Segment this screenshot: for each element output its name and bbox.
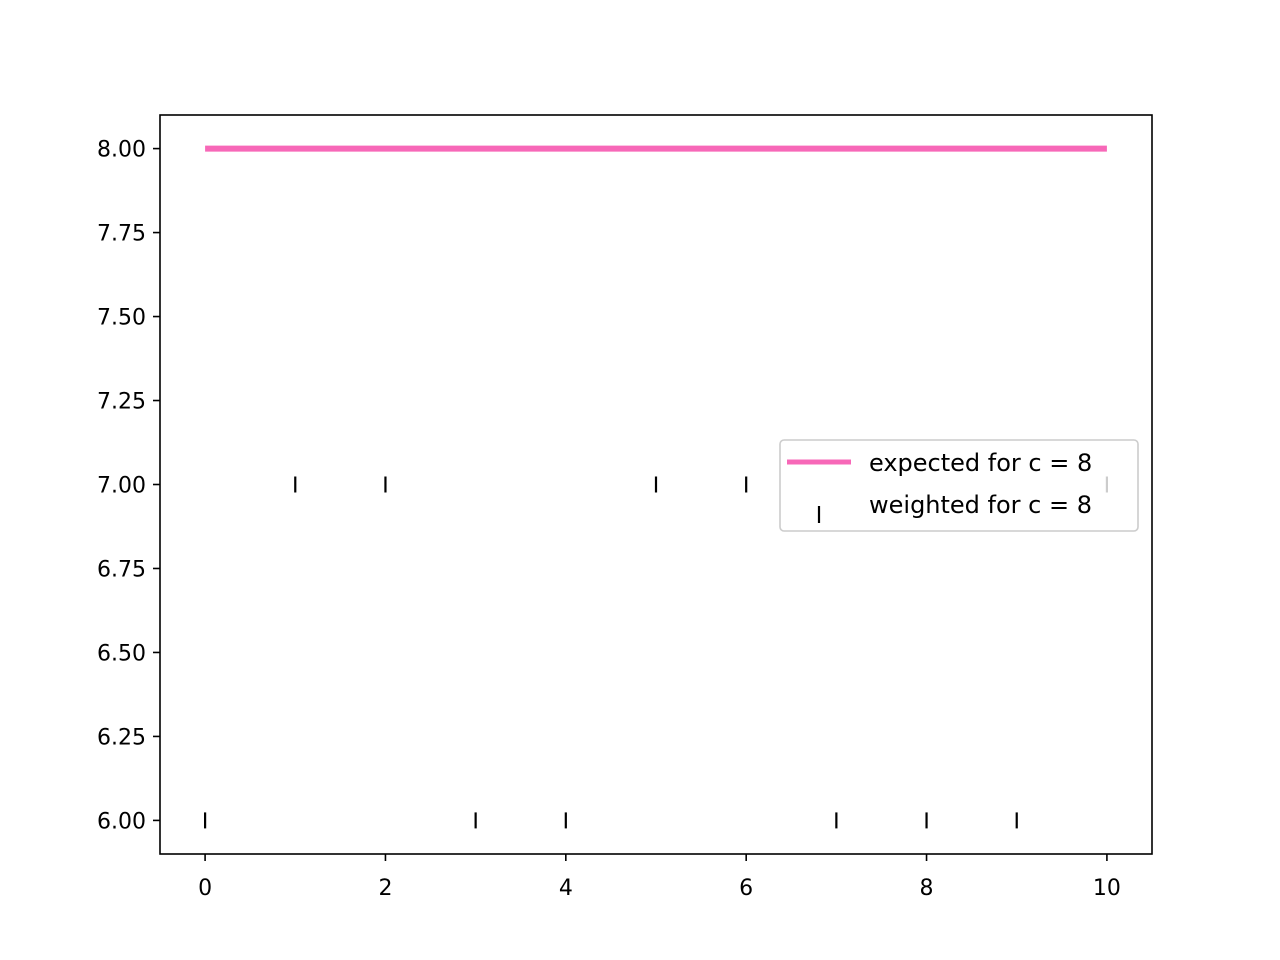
y-tick-label: 6.00 xyxy=(97,809,146,834)
y-tick-label: 6.50 xyxy=(97,641,146,666)
y-tick-label: 7.50 xyxy=(97,306,146,331)
y-tick-label: 7.00 xyxy=(97,474,146,499)
x-tick-label: 2 xyxy=(378,876,392,901)
legend-label-expected: expected for c = 8 xyxy=(869,449,1092,477)
x-tick-label: 10 xyxy=(1093,876,1121,901)
x-tick-label: 8 xyxy=(920,876,934,901)
x-tick-label: 0 xyxy=(198,876,212,901)
legend-box xyxy=(779,439,1139,532)
x-axis: 0 2 4 6 8 10 xyxy=(198,854,1121,901)
series-layer xyxy=(203,145,1109,829)
y-tick-label: 7.75 xyxy=(97,222,146,247)
y-tick-label: 8.00 xyxy=(97,138,146,163)
x-tick-label: 4 xyxy=(559,876,573,901)
legend: expected for c = 8 weighted for c = 8 xyxy=(779,439,1139,532)
y-tick-label: 6.25 xyxy=(97,725,146,750)
legend-label-weighted: weighted for c = 8 xyxy=(869,491,1092,519)
y-tick-label: 7.25 xyxy=(97,390,146,415)
y-axis: 6.00 6.25 6.50 6.75 7.00 7.25 7.50 7.75 8.00 xyxy=(97,138,160,834)
y-tick-label: 6.75 xyxy=(97,557,146,582)
x-tick-label: 6 xyxy=(739,876,753,901)
